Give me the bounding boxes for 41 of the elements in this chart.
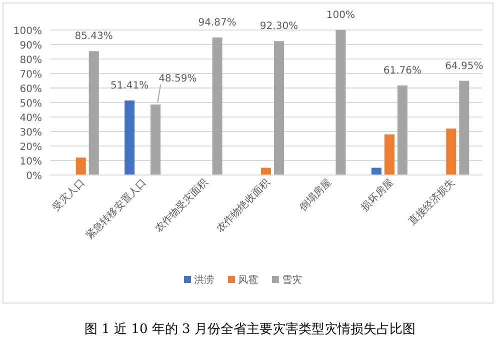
legend-label: 洪涝 — [194, 274, 214, 286]
y-tick-label: 100% — [13, 26, 42, 37]
y-tick-label: 40% — [20, 113, 42, 124]
bar — [384, 134, 394, 175]
y-tick-label: 20% — [20, 142, 42, 153]
bar — [76, 158, 86, 175]
legend-label: 风雹 — [238, 275, 258, 286]
x-tick-label: 损坏房屋 — [358, 176, 396, 214]
data-label: 61.76% — [383, 65, 422, 76]
bar — [371, 168, 382, 175]
x-tick-label: 农作物绝收面积 — [214, 176, 272, 235]
data-label: 92.30% — [260, 21, 298, 32]
legend-label: 雪灾 — [282, 274, 302, 286]
data-label: 100% — [326, 10, 356, 21]
x-tick-label: 直接经济损失 — [406, 176, 458, 228]
data-label: 64.95% — [445, 60, 484, 72]
bar — [274, 41, 284, 175]
data-label: 85.43% — [74, 31, 113, 42]
bar — [124, 100, 135, 175]
y-tick-label: 0% — [26, 171, 42, 182]
bar — [336, 30, 346, 175]
x-tick-label: 倒塌房屋 — [297, 176, 334, 214]
y-tick-label: 80% — [20, 55, 42, 66]
bar — [446, 128, 456, 175]
y-tick-label: 60% — [20, 84, 42, 95]
y-tick-label: 90% — [20, 40, 42, 52]
data-label: 94.87% — [198, 17, 236, 28]
y-tick-label: 50% — [20, 98, 42, 110]
data-label: 48.59% — [158, 73, 197, 84]
y-tick-label: 70% — [20, 70, 42, 80]
bar — [150, 104, 161, 175]
bar — [459, 80, 470, 175]
bar — [88, 51, 99, 175]
y-tick-label: 30% — [20, 128, 42, 138]
bar — [397, 85, 408, 175]
bar — [212, 37, 222, 175]
bar — [261, 168, 271, 175]
text: 图 1 近 10 年的 3 月份全省主要灾害类型灾情损失占比图 — [84, 321, 416, 337]
x-tick-label: 农作物受灾面积 — [152, 176, 210, 235]
y-tick-label: 10% — [20, 156, 42, 168]
data-label: 51.41% — [110, 80, 149, 92]
